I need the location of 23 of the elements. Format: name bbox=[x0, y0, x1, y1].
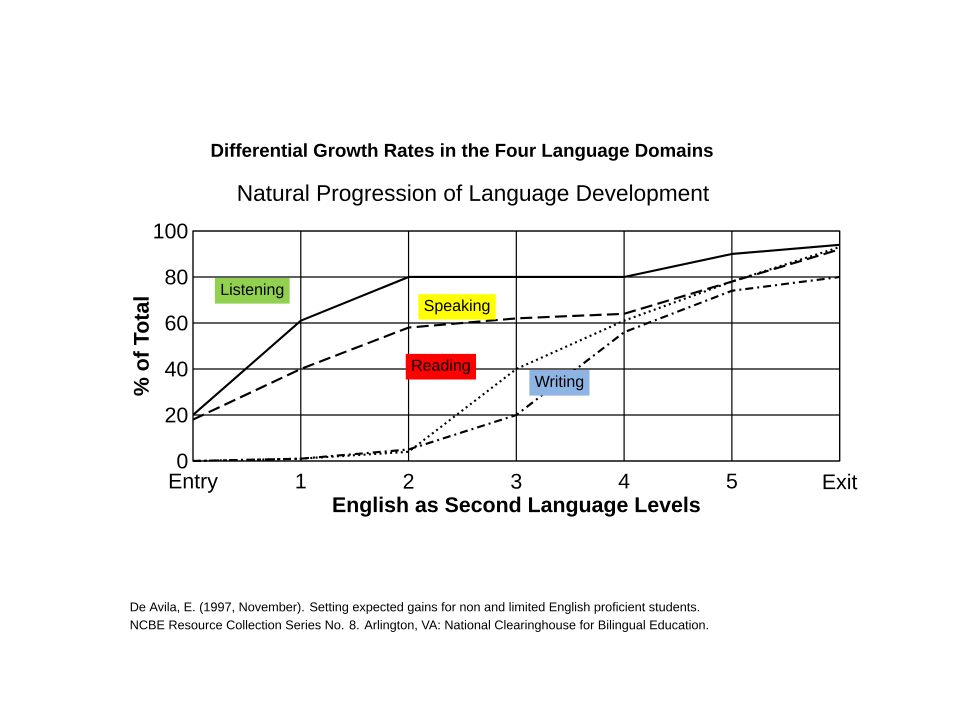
y-tick-label: 20 bbox=[166, 407, 188, 423]
series-label: Reading bbox=[412, 359, 470, 374]
series-label: Speaking bbox=[424, 299, 490, 314]
x-tick-label: 2 bbox=[404, 474, 414, 489]
chart-title: Differential Growth Rates in the Four Language Domains bbox=[212, 143, 713, 161]
text: De Avila, E. (1997, November). Setting expected gains for non and limited English proficient students. bbox=[130, 602, 700, 614]
x-tick-label: 4 bbox=[618, 474, 630, 488]
text: NCBE Resource Collection Series No. 8. Arlington, VA: National Clearinghouse for Bilingual Education. bbox=[130, 620, 708, 632]
y-tick-label: 60 bbox=[166, 315, 188, 331]
x-tick-label: 5 bbox=[726, 474, 737, 489]
x-axis-title: English as Second Language Levels bbox=[333, 496, 700, 517]
x-tick-label: Entry bbox=[170, 474, 218, 493]
x-tick-label: 1 bbox=[296, 474, 306, 488]
x-tick-label: Exit bbox=[824, 474, 858, 490]
series-label: Writing bbox=[534, 375, 584, 390]
x-tick-label: 3 bbox=[511, 474, 522, 489]
y-axis-title: % of Total bbox=[133, 297, 149, 396]
y-tick-label: 40 bbox=[165, 361, 188, 377]
chart-subtitle: Natural Progression of Language Development bbox=[238, 184, 709, 206]
y-tick-label: 80 bbox=[165, 269, 188, 285]
series-label: Listening bbox=[222, 283, 284, 298]
y-tick-label: 0 bbox=[177, 453, 188, 469]
y-tick-label: 100 bbox=[154, 223, 188, 239]
